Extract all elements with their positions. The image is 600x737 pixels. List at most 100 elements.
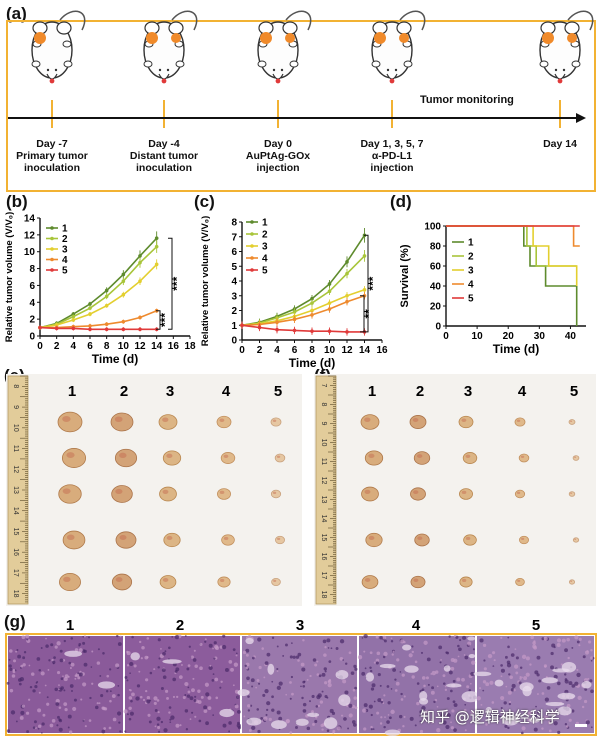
cell-nucleus bbox=[207, 696, 212, 700]
cell-nucleus bbox=[518, 681, 522, 685]
cell-nucleus bbox=[297, 659, 300, 662]
data-point bbox=[121, 319, 126, 324]
cell-nucleus bbox=[336, 726, 341, 731]
cell-nucleus bbox=[41, 722, 45, 726]
ruler-label: 14 bbox=[12, 507, 19, 515]
series-line-3 bbox=[241, 289, 365, 327]
cell-nucleus bbox=[324, 670, 327, 673]
legend-label-3: 3 bbox=[262, 242, 268, 253]
cell-nucleus bbox=[82, 682, 87, 687]
cell-nucleus bbox=[390, 688, 393, 690]
cell-nucleus bbox=[482, 680, 487, 684]
cell-nucleus bbox=[500, 695, 505, 701]
cell-nucleus bbox=[126, 679, 129, 682]
f-tumor bbox=[459, 576, 473, 588]
necrosis-area bbox=[485, 706, 492, 714]
tumor-highlight bbox=[570, 580, 573, 582]
cell-nucleus bbox=[303, 680, 306, 683]
cell-nucleus bbox=[363, 650, 366, 653]
cell-nucleus bbox=[309, 700, 311, 703]
cell-nucleus bbox=[28, 698, 31, 701]
cell-nucleus bbox=[352, 688, 356, 692]
ruler-label: 13 bbox=[320, 496, 327, 504]
cell-nucleus bbox=[245, 653, 249, 657]
cell-nucleus bbox=[276, 685, 281, 690]
cell-nucleus bbox=[551, 643, 556, 648]
cell-nucleus bbox=[363, 703, 368, 708]
x-tick-label: 14 bbox=[151, 341, 163, 352]
cell-nucleus bbox=[91, 682, 94, 685]
cell-nucleus bbox=[571, 684, 576, 688]
cell-nucleus bbox=[479, 687, 482, 690]
tumor-highlight bbox=[517, 579, 521, 582]
cell-nucleus bbox=[168, 646, 171, 650]
data-point bbox=[310, 329, 314, 333]
cell-nucleus bbox=[312, 658, 317, 662]
data-point bbox=[345, 260, 349, 264]
cell-nucleus bbox=[433, 700, 436, 704]
cell-nucleus bbox=[383, 694, 386, 697]
panel-g-label: (g) bbox=[4, 612, 26, 631]
x-axis-label: Time (d) bbox=[92, 352, 138, 366]
data-point bbox=[121, 272, 126, 277]
cell-nucleus bbox=[56, 671, 61, 675]
ruler-label: 16 bbox=[320, 553, 327, 561]
cell-nucleus bbox=[379, 722, 383, 725]
cell-nucleus bbox=[546, 686, 551, 690]
tumor-highlight bbox=[465, 536, 471, 540]
cell-nucleus bbox=[402, 724, 405, 728]
cell-nucleus bbox=[321, 728, 324, 731]
cell-nucleus bbox=[567, 656, 570, 660]
cell-nucleus bbox=[278, 716, 283, 721]
cell-nucleus bbox=[504, 724, 508, 728]
tumor-highlight bbox=[570, 420, 573, 422]
cell-nucleus bbox=[470, 710, 475, 715]
cell-nucleus bbox=[476, 696, 481, 701]
f-tumor bbox=[364, 450, 384, 466]
cell-nucleus bbox=[13, 659, 17, 663]
cell-nucleus bbox=[95, 705, 99, 710]
cell-nucleus bbox=[74, 677, 77, 680]
cell-nucleus bbox=[423, 640, 428, 645]
cell-nucleus bbox=[149, 671, 153, 675]
cell-nucleus bbox=[525, 672, 530, 677]
ruler-label: 16 bbox=[12, 548, 19, 556]
legend-label-2: 2 bbox=[62, 234, 68, 245]
f-tumor bbox=[515, 577, 525, 587]
ruler-label: 8 bbox=[12, 384, 19, 388]
cell-nucleus bbox=[456, 677, 461, 682]
cell-nucleus bbox=[88, 636, 91, 639]
cell-nucleus bbox=[431, 686, 435, 690]
cell-nucleus bbox=[153, 696, 158, 701]
cell-nucleus bbox=[145, 678, 149, 682]
mouse-day-minus4 bbox=[143, 10, 198, 85]
cell-nucleus bbox=[136, 684, 141, 688]
cell-nucleus bbox=[174, 669, 178, 673]
tumor-highlight bbox=[273, 579, 277, 582]
cell-nucleus bbox=[244, 664, 247, 668]
cell-nucleus bbox=[311, 694, 315, 699]
cell-nucleus bbox=[353, 664, 357, 669]
data-point bbox=[345, 330, 349, 334]
cell-nucleus bbox=[129, 672, 131, 675]
data-point bbox=[345, 293, 349, 298]
legend-marker bbox=[250, 232, 254, 236]
cell-nucleus bbox=[327, 683, 332, 688]
mouse-day-minus7 bbox=[31, 10, 86, 85]
series-line-2 bbox=[241, 255, 366, 327]
significance-label: *** bbox=[366, 276, 380, 290]
legend-label-2: 2 bbox=[262, 230, 268, 241]
necrosis-area bbox=[307, 712, 320, 718]
cell-nucleus bbox=[82, 649, 86, 653]
tumor-highlight bbox=[223, 454, 229, 458]
cell-nucleus bbox=[510, 688, 515, 692]
cell-nucleus bbox=[165, 689, 169, 693]
data-point bbox=[257, 325, 262, 330]
tumor-photos-layer: 8910111213141516171878910111213141516171… bbox=[7, 375, 580, 605]
cell-nucleus bbox=[503, 701, 507, 705]
cell-nucleus bbox=[53, 656, 56, 659]
cell-nucleus bbox=[321, 672, 326, 677]
cell-nucleus bbox=[450, 666, 455, 671]
cell-nucleus bbox=[302, 702, 307, 707]
cell-nucleus bbox=[584, 650, 590, 655]
